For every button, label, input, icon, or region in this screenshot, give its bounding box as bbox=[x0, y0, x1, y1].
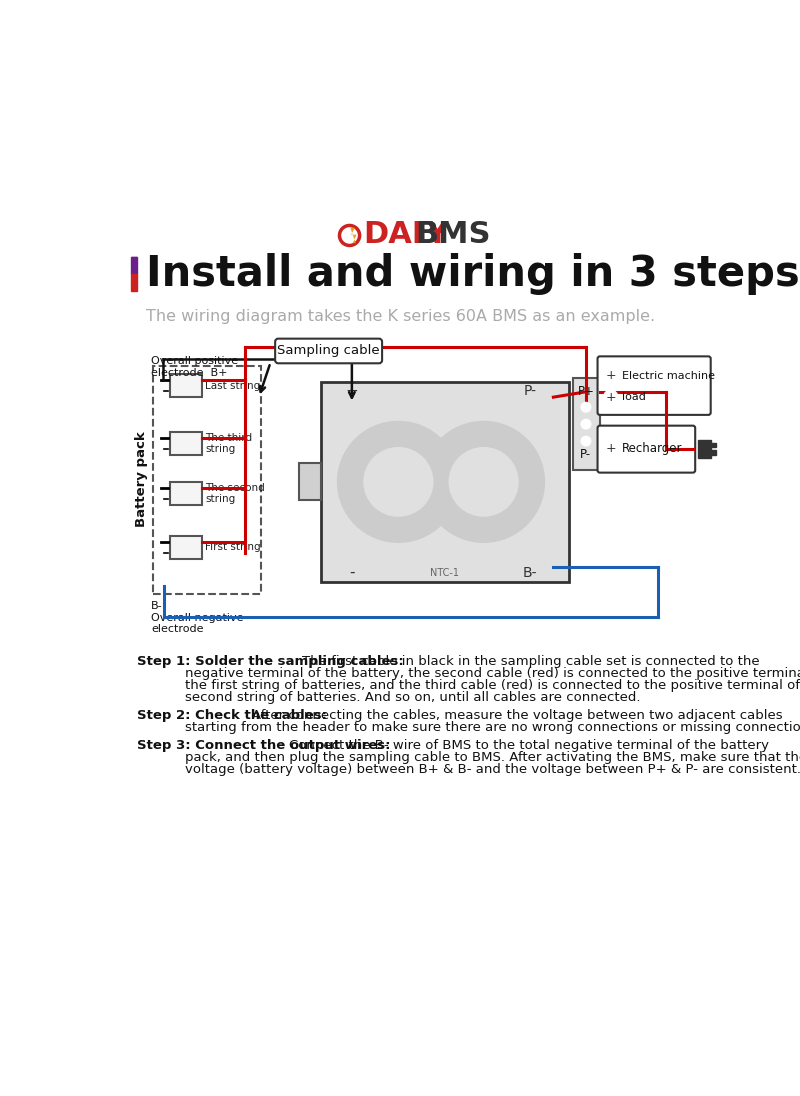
Circle shape bbox=[604, 390, 618, 404]
Circle shape bbox=[547, 560, 559, 573]
Bar bbox=[711, 443, 716, 447]
Text: After connecting the cables, measure the voltage between two adjacent cables: After connecting the cables, measure the… bbox=[252, 709, 782, 722]
Text: The first cable in black in the sampling cable set is connected to the: The first cable in black in the sampling… bbox=[302, 655, 760, 669]
Text: the first string of batteries, and the third cable (red) is connected to the pos: the first string of batteries, and the t… bbox=[186, 680, 800, 692]
Text: +: + bbox=[606, 390, 616, 403]
Text: Overall positive
electrode  B+: Overall positive electrode B+ bbox=[151, 356, 238, 378]
Text: Install and wiring in 3 steps: Install and wiring in 3 steps bbox=[146, 253, 800, 295]
FancyBboxPatch shape bbox=[598, 425, 695, 472]
Text: Step 3: Connect the output wires:: Step 3: Connect the output wires: bbox=[138, 739, 390, 752]
Bar bbox=[698, 439, 711, 458]
Text: First string: First string bbox=[206, 543, 261, 552]
Text: negative terminal of the battery, the second cable (red) is connected to the pos: negative terminal of the battery, the se… bbox=[186, 667, 800, 680]
Bar bbox=[131, 258, 138, 274]
Circle shape bbox=[582, 436, 590, 446]
Text: Step 1: Solder the sampling cables:: Step 1: Solder the sampling cables: bbox=[138, 655, 404, 669]
Text: Step 2: Check the cables:: Step 2: Check the cables: bbox=[138, 709, 327, 722]
Text: DALY: DALY bbox=[363, 220, 449, 249]
Text: The wiring diagram takes the K series 60A BMS as an example.: The wiring diagram takes the K series 60… bbox=[146, 309, 656, 323]
Bar bbox=[170, 482, 202, 505]
Circle shape bbox=[330, 391, 342, 403]
Text: +: + bbox=[606, 443, 616, 455]
Bar bbox=[153, 366, 261, 594]
Text: Connect the B- wire of BMS to the total negative terminal of the battery: Connect the B- wire of BMS to the total … bbox=[289, 739, 769, 752]
Text: load: load bbox=[622, 392, 646, 402]
FancyBboxPatch shape bbox=[598, 356, 710, 415]
Circle shape bbox=[547, 391, 559, 403]
Text: B-
Overall negative
electrode: B- Overall negative electrode bbox=[151, 602, 244, 635]
Bar bbox=[711, 450, 716, 455]
Text: Battery pack: Battery pack bbox=[135, 432, 148, 527]
Text: The third
string: The third string bbox=[206, 433, 253, 454]
Text: The second
string: The second string bbox=[206, 482, 265, 504]
Text: P-: P- bbox=[580, 448, 591, 461]
Text: pack, and then plug the sampling cable to BMS. After activating the BMS, make su: pack, and then plug the sampling cable t… bbox=[186, 751, 800, 764]
Text: starting from the header to make sure there are no wrong connections or missing : starting from the header to make sure th… bbox=[186, 721, 800, 734]
Circle shape bbox=[582, 420, 590, 429]
Bar bbox=[299, 464, 321, 501]
Text: P-: P- bbox=[524, 384, 537, 398]
Text: Sampling cable: Sampling cable bbox=[278, 344, 380, 357]
Circle shape bbox=[338, 422, 459, 541]
Bar bbox=[170, 374, 202, 397]
Text: second string of batteries. And so on, until all cables are connected.: second string of batteries. And so on, u… bbox=[186, 690, 641, 704]
Circle shape bbox=[330, 560, 342, 573]
Circle shape bbox=[582, 402, 590, 412]
Text: Recharger: Recharger bbox=[622, 443, 682, 455]
Circle shape bbox=[604, 442, 618, 456]
Bar bbox=[131, 274, 138, 290]
Bar bbox=[573, 378, 600, 470]
FancyBboxPatch shape bbox=[275, 339, 382, 363]
Text: Last string: Last string bbox=[206, 380, 261, 390]
Circle shape bbox=[604, 368, 618, 383]
Text: +: + bbox=[346, 384, 358, 399]
Text: -: - bbox=[349, 566, 354, 580]
Bar bbox=[321, 381, 569, 582]
Text: +: + bbox=[606, 369, 616, 383]
Text: B-: B- bbox=[523, 566, 538, 580]
Text: voltage (battery voltage) between B+ & B- and the voltage between P+ & P- are co: voltage (battery voltage) between B+ & B… bbox=[186, 763, 800, 776]
Text: P+: P+ bbox=[578, 386, 594, 398]
Text: NTC-1: NTC-1 bbox=[430, 568, 459, 578]
Text: BMS: BMS bbox=[415, 220, 491, 249]
Text: Electric machine: Electric machine bbox=[622, 370, 714, 380]
Circle shape bbox=[364, 448, 433, 516]
Bar bbox=[170, 432, 202, 455]
Polygon shape bbox=[350, 228, 357, 243]
Circle shape bbox=[423, 422, 544, 541]
Circle shape bbox=[450, 448, 518, 516]
Bar bbox=[170, 536, 202, 559]
